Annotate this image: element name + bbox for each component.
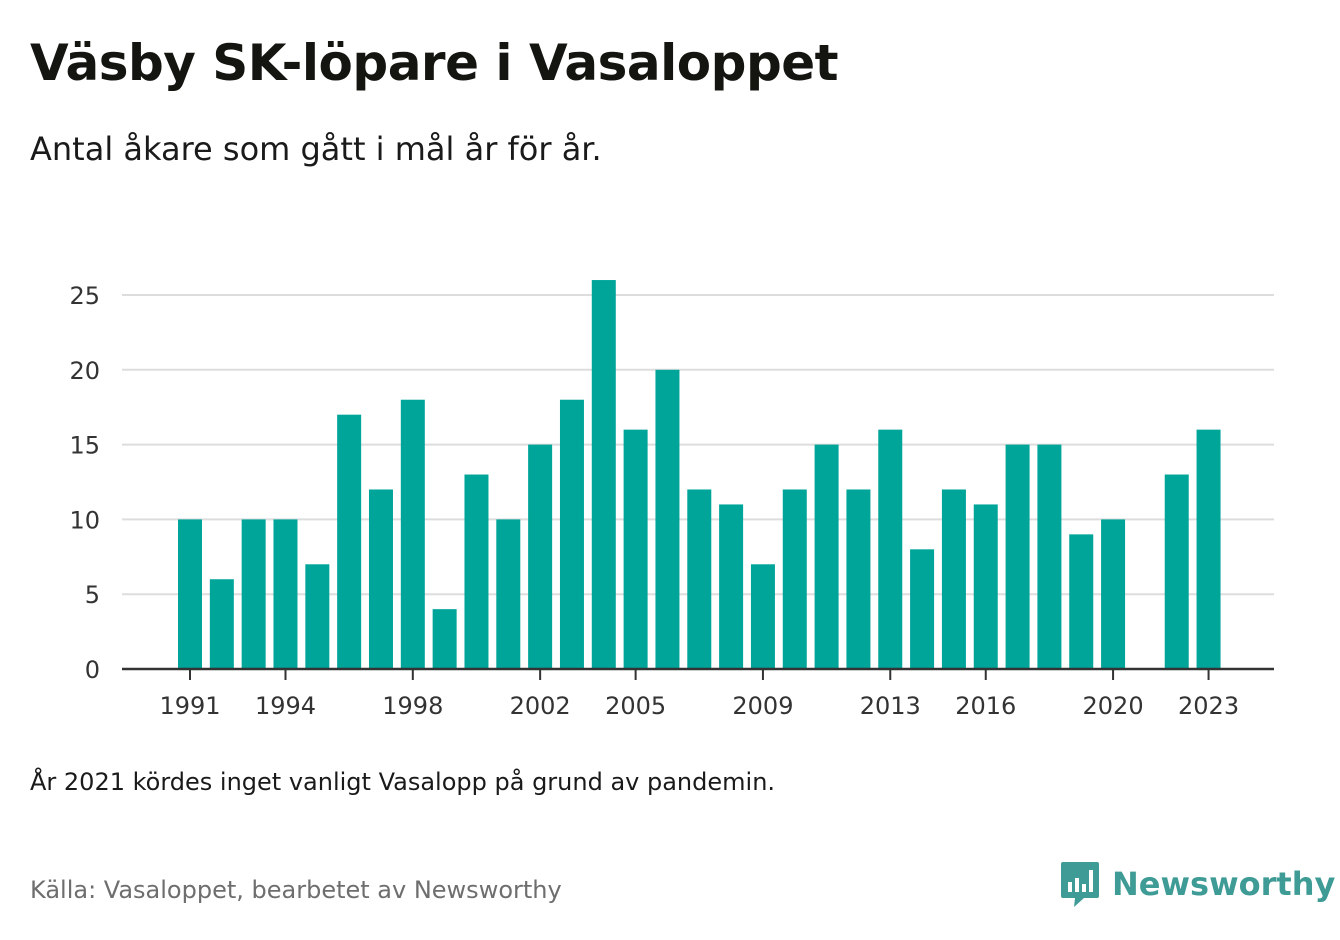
bar-1998 [400, 399, 425, 669]
bar-chart: 0 5 10 15 20 25 1991 1994 1998 2002 2005 2009 2013 20… [69, 280, 1274, 720]
source-credit: Källa: Vasaloppet, bearbetet av Newswort… [30, 876, 562, 904]
y-tick-label: 10 [69, 506, 100, 534]
bar-2022 [1164, 474, 1189, 669]
x-tick-label: 2005 [605, 692, 666, 720]
newsworthy-chart-bubble-icon [1061, 862, 1099, 907]
bar-2001 [496, 519, 521, 669]
y-tick-label: 25 [69, 282, 100, 310]
chart-subtitle: Antal åkare som gått i mål år för år. [30, 130, 602, 168]
x-tick-label: 1994 [255, 692, 316, 720]
bar-2009 [750, 564, 775, 669]
y-tick-label: 0 [85, 656, 100, 684]
bar-2010 [782, 489, 807, 669]
bar-1992 [209, 579, 234, 669]
logo-text: Newsworthy [1112, 865, 1336, 903]
bar-1994 [273, 519, 298, 669]
bar-2012 [846, 489, 871, 669]
bar-2019 [1069, 534, 1094, 669]
chart-title: Väsby SK-löpare i Vasaloppet [30, 34, 839, 92]
bar-1991 [178, 519, 202, 669]
x-tick-label: 2013 [860, 692, 921, 720]
bar-2011 [814, 444, 839, 669]
bar-2005 [623, 429, 648, 669]
bar-2013 [878, 429, 903, 669]
bar-1997 [368, 489, 393, 669]
bar-2004 [591, 280, 616, 669]
bar-2006 [655, 369, 680, 669]
y-tick-label: 20 [69, 357, 100, 385]
chart-note: År 2021 kördes inget vanligt Vasalopp på… [30, 768, 776, 796]
x-tick-label: 2020 [1083, 692, 1144, 720]
x-tick-label: 2009 [732, 692, 793, 720]
bar-2023 [1196, 429, 1221, 669]
bar-2000 [464, 474, 489, 669]
bar-1996 [337, 414, 362, 669]
bar-1993 [241, 519, 266, 669]
bar-2008 [719, 504, 744, 669]
bar-2020 [1101, 519, 1126, 669]
bar-1999 [432, 609, 457, 669]
newsworthy-logo: Newsworthy [1060, 860, 1335, 908]
x-tick-label: 2002 [510, 692, 571, 720]
x-tick-label: 1991 [159, 692, 220, 720]
bar-2007 [687, 489, 712, 669]
y-tick-label: 15 [69, 432, 100, 460]
x-tick-label: 2023 [1178, 692, 1239, 720]
bar-2015 [941, 489, 966, 669]
bar-2014 [910, 549, 935, 669]
bar-2018 [1037, 444, 1062, 669]
bar-2017 [1005, 444, 1030, 669]
x-tick-label: 1998 [382, 692, 443, 720]
bar-2002 [528, 444, 553, 669]
y-tick-label: 5 [85, 581, 100, 609]
bar-2003 [559, 399, 584, 669]
bar-1995 [305, 564, 330, 669]
bar-2016 [973, 504, 998, 669]
x-tick-label: 2016 [955, 692, 1016, 720]
